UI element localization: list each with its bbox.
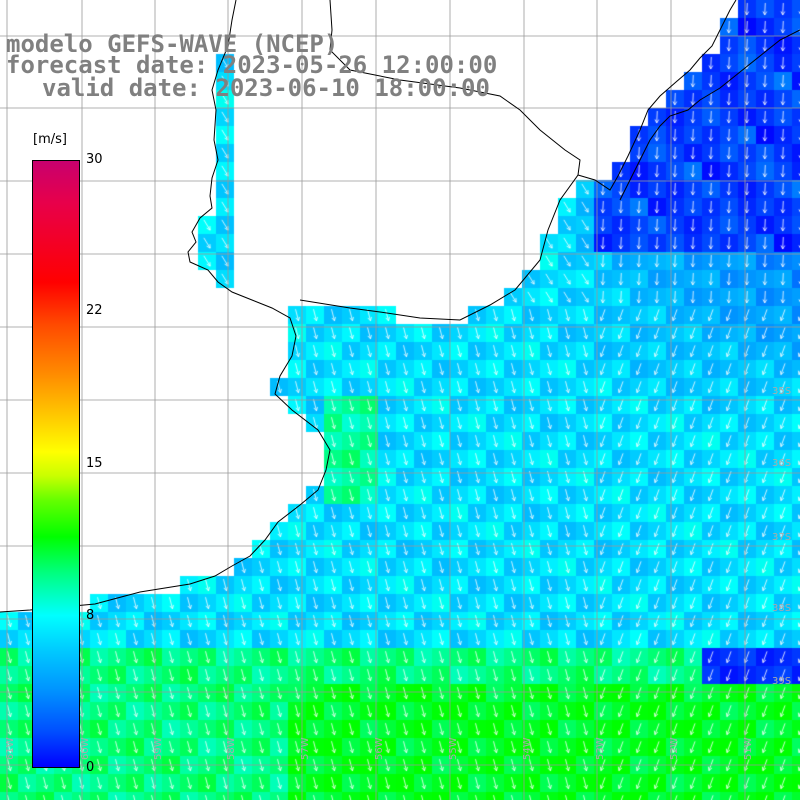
longitude-label: 52W [669,737,680,760]
longitude-label: 60W [80,737,91,760]
latitude-label: 38S [772,603,791,614]
longitude-label: 53W [595,737,606,760]
latitude-label: 37S [772,532,791,543]
colorbar [32,160,80,768]
longitude-labels: 61W 60W 59W 58W 57W 56W 55W 54W 53W 52W 51W [5,737,754,760]
colorbar-unit: [m/s] [33,132,67,147]
model-title: modelo GEFS-WAVE (NCEP) [6,30,339,58]
colorbar-tick-22: 22 [86,303,103,318]
longitude-label: 61W [5,737,16,760]
longitude-label: 56W [374,737,385,760]
longitude-label: 55W [448,737,459,760]
colorbar-tick-15: 15 [86,456,103,471]
colorbar-tick-8: 8 [86,608,95,623]
longitude-label: 54W [522,737,533,760]
latitude-labels: 35S 36S 37S 38S 39S [772,386,791,687]
colorbar-tick-30: 30 [86,152,103,167]
colorbar-tick-0: 0 [86,760,95,775]
longitude-label: 57W [300,737,311,760]
latitude-label: 35S [772,386,791,397]
longitude-label: 59W [153,737,164,760]
latitude-label: 36S [772,458,791,469]
latitude-label: 39S [772,676,791,687]
coastline [0,0,800,613]
longitude-label: 51W [743,737,754,760]
forecast-date-label: forecast date: 2023-05-26 12:00:00 [6,51,498,79]
valid-date-label: valid date: 2023-06-10 18:00:00 [42,74,490,102]
longitude-label: 58W [226,737,237,760]
